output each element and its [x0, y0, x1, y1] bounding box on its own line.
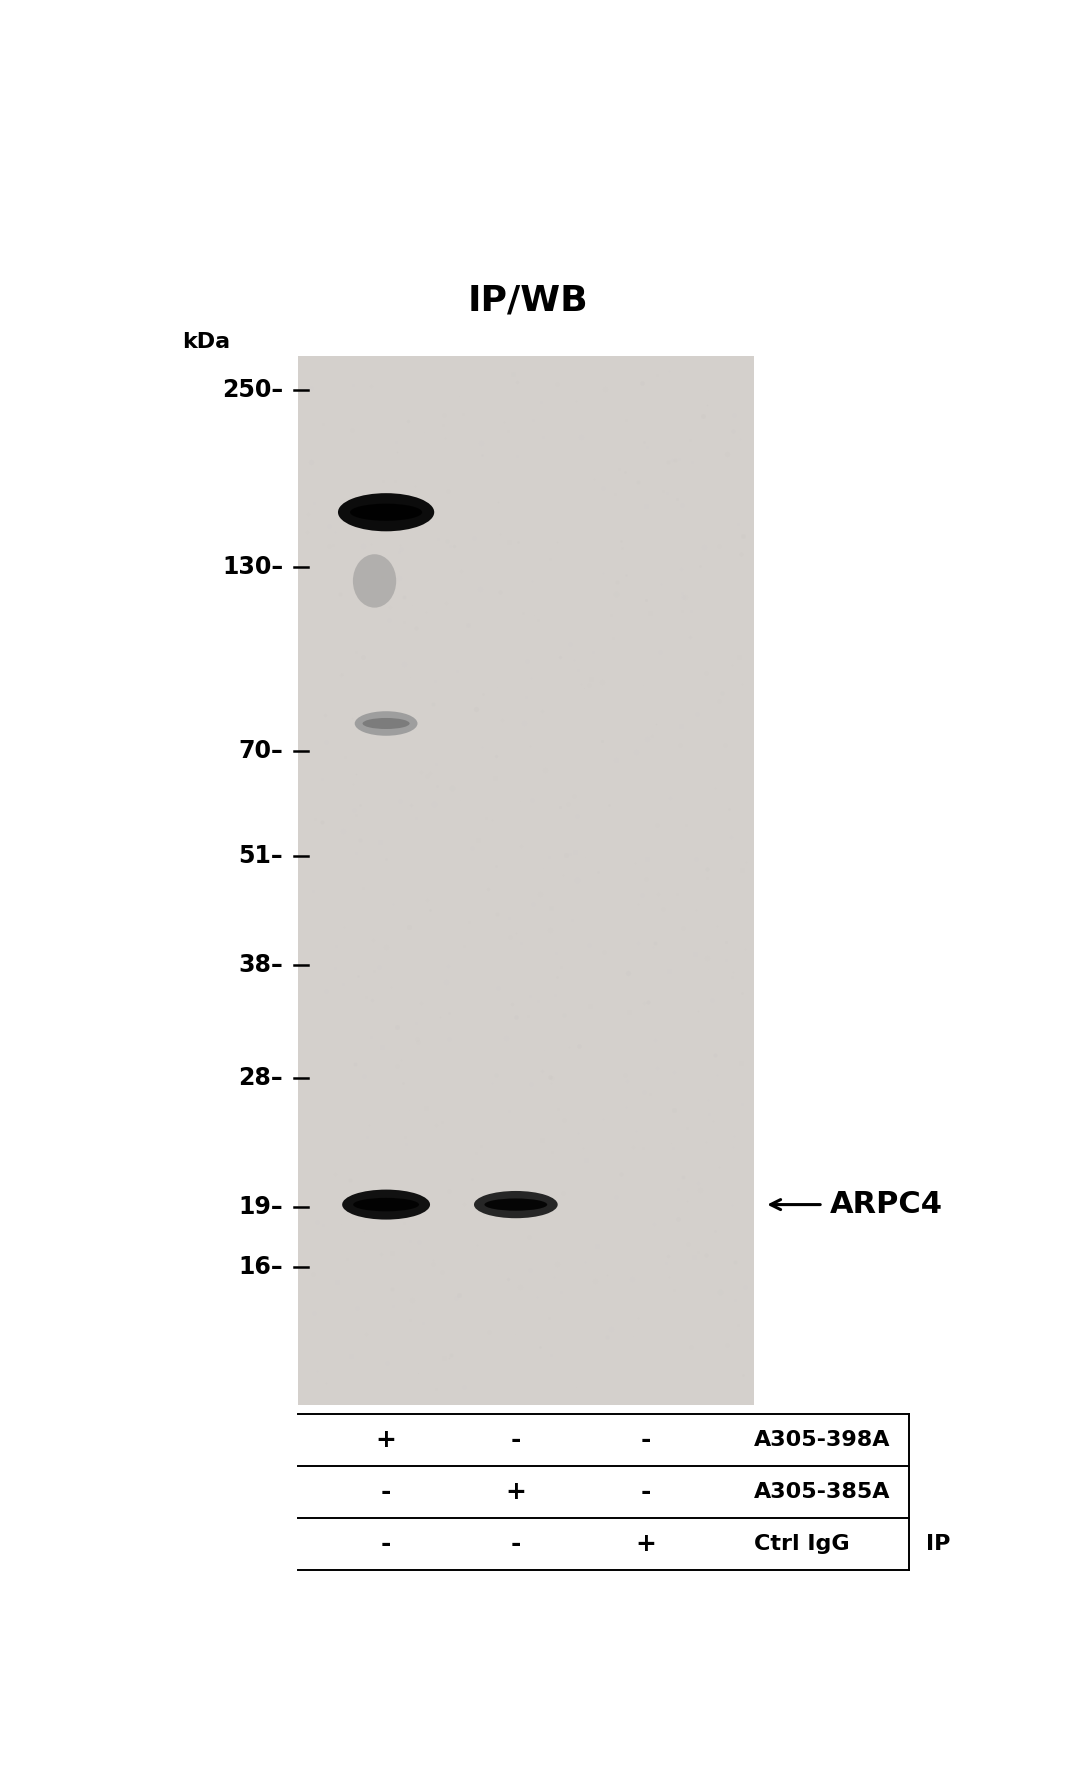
- Text: A305-398A: A305-398A: [754, 1430, 891, 1450]
- Text: -: -: [381, 1480, 391, 1504]
- Text: 28–: 28–: [239, 1066, 283, 1090]
- Text: -: -: [640, 1428, 651, 1453]
- Text: 38–: 38–: [239, 952, 283, 977]
- Text: 51–: 51–: [239, 844, 283, 867]
- Ellipse shape: [350, 504, 422, 520]
- Text: -: -: [640, 1480, 651, 1504]
- Ellipse shape: [353, 1198, 419, 1211]
- Ellipse shape: [363, 719, 409, 729]
- Text: Ctrl IgG: Ctrl IgG: [754, 1535, 850, 1554]
- Text: 130–: 130–: [222, 554, 283, 579]
- Text: -: -: [511, 1533, 521, 1556]
- Text: ARPC4: ARPC4: [829, 1189, 943, 1220]
- Ellipse shape: [474, 1191, 557, 1218]
- Text: -: -: [381, 1533, 391, 1556]
- Text: +: +: [376, 1428, 396, 1453]
- Ellipse shape: [354, 712, 418, 736]
- Ellipse shape: [485, 1198, 548, 1211]
- Text: IP: IP: [927, 1535, 950, 1554]
- Text: +: +: [505, 1480, 526, 1504]
- Ellipse shape: [342, 1189, 430, 1220]
- Text: A305-385A: A305-385A: [754, 1481, 891, 1503]
- Text: 19–: 19–: [239, 1195, 283, 1220]
- Text: 16–: 16–: [239, 1255, 283, 1280]
- Text: kDa: kDa: [183, 333, 230, 352]
- Text: +: +: [635, 1533, 656, 1556]
- Text: 70–: 70–: [239, 738, 283, 763]
- Text: 250–: 250–: [222, 377, 283, 402]
- Text: IP/WB: IP/WB: [468, 283, 589, 319]
- Ellipse shape: [353, 554, 396, 607]
- Bar: [298, 356, 754, 1405]
- Text: -: -: [511, 1428, 521, 1453]
- Ellipse shape: [338, 494, 434, 531]
